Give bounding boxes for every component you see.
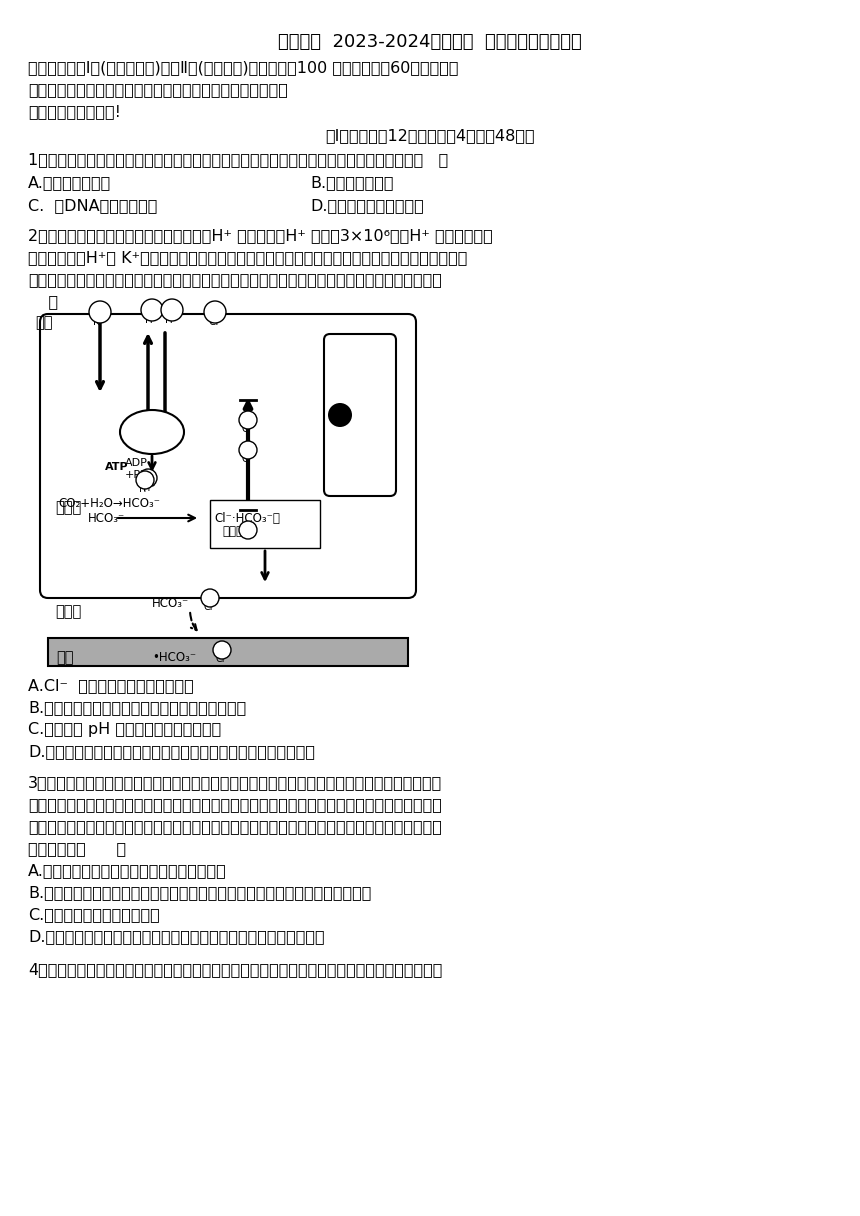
Text: D.线粒体中进行能量转换: D.线粒体中进行能量转换 bbox=[310, 198, 424, 213]
Text: B.受食物刺激时壁细胞朝向胃腔的膜面积有所减小: B.受食物刺激时壁细胞朝向胃腔的膜面积有所减小 bbox=[28, 700, 246, 715]
Text: 向转运体: 向转运体 bbox=[222, 525, 250, 537]
Text: A.Cl⁻  进出壁细胞的跨膜方式相同: A.Cl⁻ 进出壁细胞的跨膜方式相同 bbox=[28, 679, 194, 693]
Text: H⁺·K⁺泵: H⁺·K⁺泵 bbox=[123, 428, 163, 441]
Text: A.有细胞膜和核膜: A.有细胞膜和核膜 bbox=[28, 175, 111, 190]
Text: H⁺: H⁺ bbox=[165, 315, 178, 325]
Text: CO₂+H₂O→HCO₃⁻: CO₂+H₂O→HCO₃⁻ bbox=[58, 497, 160, 510]
Text: 血液: 血液 bbox=[56, 651, 73, 665]
Text: C.餐后血液 pH 可能会出现暂时偏高现象: C.餐后血液 pH 可能会出现暂时偏高现象 bbox=[28, 722, 221, 737]
Text: Cl⁻: Cl⁻ bbox=[242, 534, 256, 544]
Text: 存在细胞质中；壁细胞受食物刺激时，囊泡可移动到壁细胞顶膜处发生融合。下列说法正确的是（: 存在细胞质中；壁细胞受食物刺激时，囊泡可移动到壁细胞顶膜处发生融合。下列说法正确… bbox=[28, 272, 442, 287]
Text: A.棉蚜虫与蚁的种群密度变化可能存在正相关: A.棉蚜虫与蚁的种群密度变化可能存在正相关 bbox=[28, 863, 227, 878]
Text: Cl⁻: Cl⁻ bbox=[216, 654, 230, 664]
Text: 胃腔: 胃腔 bbox=[35, 315, 52, 330]
Text: Cl⁻: Cl⁻ bbox=[242, 424, 256, 434]
FancyBboxPatch shape bbox=[40, 314, 416, 598]
Text: H⁺: H⁺ bbox=[143, 483, 156, 492]
Circle shape bbox=[239, 411, 257, 429]
Circle shape bbox=[161, 299, 183, 321]
Text: 天津一中  2023-2024高三年级  五月考生物学科试卷: 天津一中 2023-2024高三年级 五月考生物学科试卷 bbox=[278, 33, 582, 51]
Ellipse shape bbox=[120, 410, 184, 454]
Text: ATP: ATP bbox=[105, 462, 129, 472]
Text: +Pi: +Pi bbox=[125, 471, 144, 480]
Circle shape bbox=[136, 471, 154, 489]
Circle shape bbox=[204, 302, 226, 323]
Text: 法错误的是（      ）: 法错误的是（ ） bbox=[28, 841, 126, 856]
Text: K⁺: K⁺ bbox=[93, 317, 105, 327]
Text: ADP: ADP bbox=[125, 458, 148, 468]
Text: B.根据题中信息可知，棉蚜虫的化学信息可来自于非生物环境和生物个体或群体: B.根据题中信息可知，棉蚜虫的化学信息可来自于非生物环境和生物个体或群体 bbox=[28, 885, 372, 900]
Text: H⁺: H⁺ bbox=[139, 484, 151, 494]
Text: Cl⁻: Cl⁻ bbox=[204, 602, 218, 612]
Text: 并助其搬迁扩散、驱除天敌，棉蚜虫的爬迁蔓延还受光的影响；棉蚜虫受到天敌攻击时会立即释放: 并助其搬迁扩散、驱除天敌，棉蚜虫的爬迁蔓延还受光的影响；棉蚜虫受到天敌攻击时会立… bbox=[28, 796, 442, 812]
Text: Cl⁻: Cl⁻ bbox=[242, 454, 256, 465]
Text: C.棉田插种高粱属于生物防治: C.棉田插种高粱属于生物防治 bbox=[28, 907, 160, 922]
Text: 壁细胞: 壁细胞 bbox=[55, 500, 81, 516]
Text: 组织液: 组织液 bbox=[55, 604, 81, 619]
Text: 2、胃液中的盐酸由壁细胞分泌，胃液中的H⁺ 浓度比血浆H⁺ 浓度高3×10⁶倍，H⁺ 的分泌是依靠: 2、胃液中的盐酸由壁细胞分泌，胃液中的H⁺ 浓度比血浆H⁺ 浓度高3×10⁶倍，… bbox=[28, 229, 493, 243]
Text: ）: ） bbox=[28, 294, 58, 309]
Circle shape bbox=[201, 589, 219, 607]
Text: Cl⁻: Cl⁻ bbox=[208, 317, 224, 327]
Text: D.盐酸会刺激胃黏膜产生促胰液素，促进胰液分泌，进而促进消化: D.盐酸会刺激胃黏膜产生促胰液素，促进胰液分泌，进而促进消化 bbox=[28, 744, 315, 759]
Text: 4、芬太尼作为一种强效止痛剂适用于各种疼痛及手术过程中的镇痛，其镇痛机制如下图所示。下: 4、芬太尼作为一种强效止痛剂适用于各种疼痛及手术过程中的镇痛，其镇痛机制如下图所… bbox=[28, 962, 442, 976]
Circle shape bbox=[239, 441, 257, 458]
Text: H⁺: H⁺ bbox=[145, 315, 158, 325]
FancyBboxPatch shape bbox=[324, 334, 396, 496]
Circle shape bbox=[328, 402, 352, 427]
Text: 壁细胞顶端的H⁺＋ K⁺质子泵实现的，如图所示。未进食时，壁细胞内的质子泵被包裹在囊泡中并储: 壁细胞顶端的H⁺＋ K⁺质子泵实现的，如图所示。未进食时，壁细胞内的质子泵被包裹… bbox=[28, 250, 467, 265]
Text: C.  以DNA作为遗传物质: C. 以DNA作为遗传物质 bbox=[28, 198, 157, 213]
Text: B.可进行有丝分裂: B.可进行有丝分裂 bbox=[310, 175, 394, 190]
Text: •HCO₃⁻: •HCO₃⁻ bbox=[152, 651, 196, 664]
Text: 务必将答案涂写在答题卡规定的位置上，答在试卷上的无效。: 务必将答案涂写在答题卡规定的位置上，答在试卷上的无效。 bbox=[28, 81, 288, 97]
Text: 第Ⅰ卷（本卷共12道题，每题4分，共48分）: 第Ⅰ卷（本卷共12道题，每题4分，共48分） bbox=[325, 128, 535, 143]
Text: 本试卷分为第Ⅰ卷(单项选择题)、第Ⅱ卷(非选择题)两部分，共100 分，考试用时60分钟。考生: 本试卷分为第Ⅰ卷(单项选择题)、第Ⅱ卷(非选择题)两部分，共100 分，考试用时… bbox=[28, 60, 458, 75]
Text: HCO₃⁻: HCO₃⁻ bbox=[152, 597, 189, 610]
Text: D.信息传递能调节生物的种间关系，进而维持生态系统的平衡与稳定: D.信息传递能调节生物的种间关系，进而维持生态系统的平衡与稳定 bbox=[28, 929, 324, 944]
Text: 1、乳酸菌、黑藻叶肉细胞、人体小肠上皮细胞虽形态各异，但它们也有共同之处，表现在（   ）: 1、乳酸菌、黑藻叶肉细胞、人体小肠上皮细胞虽形态各异，但它们也有共同之处，表现在… bbox=[28, 152, 448, 167]
Circle shape bbox=[213, 641, 231, 659]
Circle shape bbox=[141, 299, 163, 321]
Text: HCO₃⁻: HCO₃⁻ bbox=[88, 512, 126, 525]
Bar bbox=[48, 638, 408, 666]
Text: 祝各位考生考试顺利!: 祝各位考生考试顺利! bbox=[28, 105, 121, 119]
Circle shape bbox=[139, 469, 157, 486]
Bar bbox=[210, 500, 320, 548]
Circle shape bbox=[239, 520, 257, 539]
Circle shape bbox=[89, 302, 111, 323]
Text: 告警外激素，通知同类个体逃避；棉田中插种的高粱可以招引天敌从而控制棉蚜虫的数量。下列说: 告警外激素，通知同类个体逃避；棉田中插种的高粱可以招引天敌从而控制棉蚜虫的数量。… bbox=[28, 820, 442, 834]
Text: 3、棉蚜虫排泄的蜜露含有丰富的糖、氨基酸等营养物质，为蚁所嗜食；蚁可为棉蚜虫清除排泄物: 3、棉蚜虫排泄的蜜露含有丰富的糖、氨基酸等营养物质，为蚁所嗜食；蚁可为棉蚜虫清除… bbox=[28, 775, 442, 790]
Text: Cl⁻·HCO₃⁻反: Cl⁻·HCO₃⁻反 bbox=[214, 512, 280, 525]
